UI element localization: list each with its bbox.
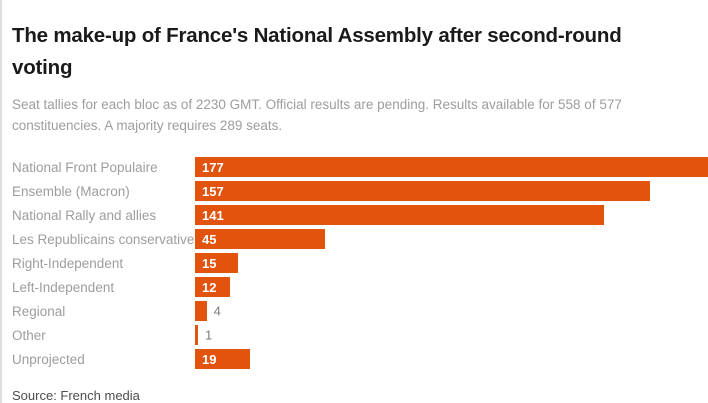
source-note: Source: French media: [12, 388, 140, 403]
value-label: 1: [205, 327, 213, 343]
bar-track: 19: [195, 349, 708, 369]
category-label: Ensemble (Macron): [12, 183, 130, 199]
bar-track: 177: [195, 157, 708, 177]
category-label: Other: [12, 327, 46, 343]
bar: 12: [195, 277, 230, 297]
value-label: 12: [202, 279, 217, 295]
chart-row: National Front Populaire 177: [12, 155, 708, 179]
bar-track: 157: [195, 181, 708, 201]
value-label: 15: [202, 255, 217, 271]
bar: 141: [195, 205, 604, 225]
bar: 19: [195, 349, 251, 369]
chart-row: Les Republicains conservatives 45: [12, 227, 708, 251]
bar: 177: [195, 157, 708, 177]
bar-track: 12: [195, 277, 708, 297]
chart-subtitle: Seat tallies for each bloc as of 2230 GM…: [12, 97, 622, 133]
bar-track: 1: [195, 325, 708, 345]
category-label: Regional: [12, 303, 66, 319]
bar-track: 45: [195, 229, 708, 249]
chart-row: Left-Independent 12: [12, 275, 708, 299]
value-label: 177: [202, 159, 224, 175]
value-label: 157: [202, 183, 224, 199]
bar-track: 15: [195, 253, 708, 273]
bar: 45: [195, 229, 326, 249]
bar-track: 141: [195, 205, 708, 225]
category-label: Right-Independent: [12, 255, 124, 271]
chart-row: Unprojected 19: [12, 347, 708, 371]
value-label: 141: [202, 207, 224, 223]
category-label: Les Republicains conservatives: [12, 231, 195, 247]
chart-row: Right-Independent 15: [12, 251, 708, 275]
bar: 15: [195, 253, 239, 273]
bar: 4: [195, 301, 221, 321]
bar-chart: National Front Populaire 177 Ensemble (Mac…: [12, 155, 708, 371]
bar: 157: [195, 181, 651, 201]
chart-row: Regional 4: [12, 299, 708, 323]
category-label: National Rally and allies: [12, 207, 157, 223]
chart-row: National Rally and allies 141: [12, 203, 708, 227]
value-label: 19: [202, 351, 217, 367]
value-label: 4: [213, 303, 221, 319]
category-label: National Front Populaire: [12, 159, 158, 175]
page-title: The make-up of France's National Assembl…: [12, 24, 622, 79]
chart-row: Ensemble (Macron) 157: [12, 179, 708, 203]
category-label: Unprojected: [12, 351, 85, 367]
chart-row: Other 1: [12, 323, 708, 347]
bar: 1: [195, 325, 212, 345]
category-label: Left-Independent: [12, 279, 115, 295]
bar-track: 4: [195, 301, 708, 321]
value-label: 45: [202, 231, 217, 247]
